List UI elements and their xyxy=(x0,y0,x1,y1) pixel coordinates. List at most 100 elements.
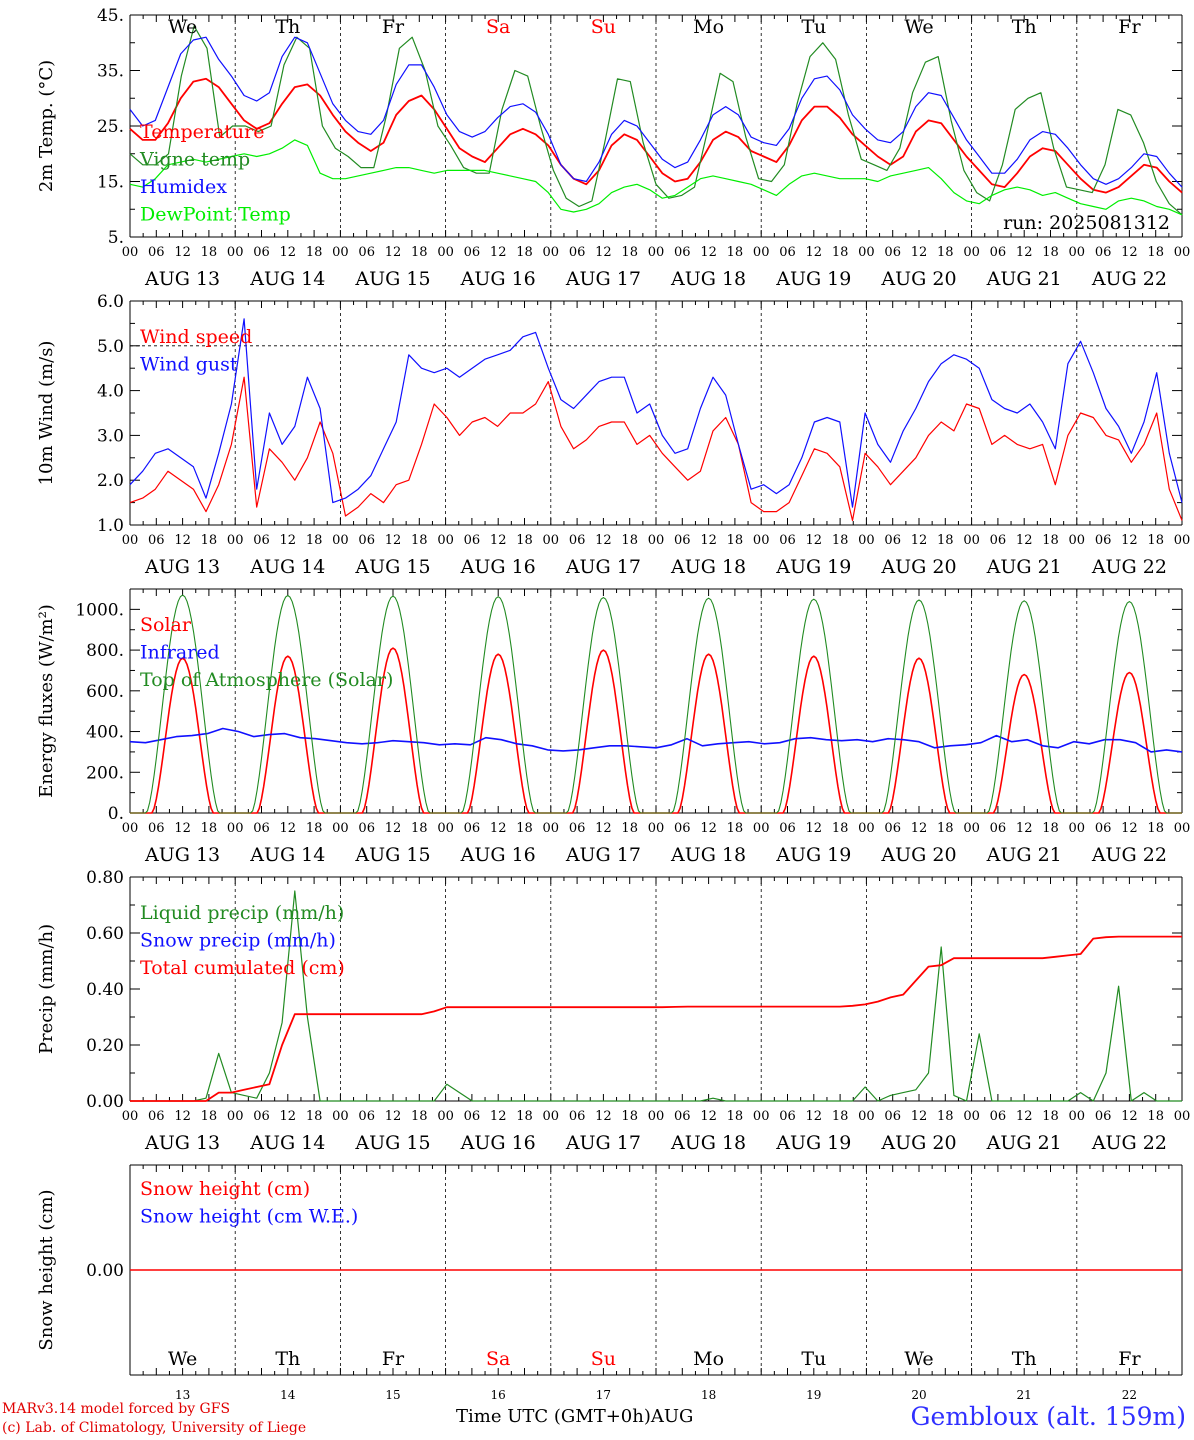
day-name-label: Tu xyxy=(801,16,826,38)
x-tick-label: 12 xyxy=(385,1109,402,1124)
x-tick-label: 18 xyxy=(937,245,954,260)
day-name-label: Th xyxy=(1012,16,1037,38)
x-tick-label: 00 xyxy=(648,1109,665,1124)
day-number-label: 17 xyxy=(596,1388,611,1402)
x-tick-label: 18 xyxy=(516,245,533,260)
legend-entry: Temperature xyxy=(140,121,264,143)
series-line xyxy=(129,727,1183,753)
x-tick-label: 18 xyxy=(937,1109,954,1124)
x-date-label: AUG 21 xyxy=(986,268,1062,290)
series-line xyxy=(129,376,1183,522)
x-date-label: AUG 18 xyxy=(670,1132,746,1154)
x-tick-label: 18 xyxy=(306,533,323,548)
series-line xyxy=(129,77,1183,194)
x-tick-label: 12 xyxy=(174,533,191,548)
x-tick-label: 12 xyxy=(1016,821,1033,836)
y-tick-label: 25. xyxy=(97,117,124,137)
x-tick-label: 12 xyxy=(700,533,717,548)
x-date-label: AUG 18 xyxy=(670,844,746,866)
x-tick-label: 18 xyxy=(1042,245,1059,260)
y-tick-label: 45. xyxy=(97,6,124,26)
x-date-label: AUG 21 xyxy=(986,1132,1062,1154)
day-number-label: 21 xyxy=(1017,1388,1032,1402)
day-name-label: Th xyxy=(275,16,300,38)
day-number-label: 13 xyxy=(175,1388,190,1402)
x-tick-label: 00 xyxy=(1069,821,1086,836)
x-date-label: AUG 18 xyxy=(670,268,746,290)
y-tick-label: 0.00 xyxy=(86,1092,124,1112)
x-tick-label: 06 xyxy=(990,821,1007,836)
x-tick-label: 00 xyxy=(332,1109,349,1124)
x-tick-label: 18 xyxy=(621,1109,638,1124)
x-tick-label: 12 xyxy=(174,1109,191,1124)
x-tick-label: 06 xyxy=(779,1109,796,1124)
x-date-label: AUG 17 xyxy=(565,268,641,290)
x-tick-label: 12 xyxy=(806,533,823,548)
x-tick-label: 06 xyxy=(464,1109,481,1124)
day-name-label: Su xyxy=(591,1348,616,1370)
x-tick-label: 18 xyxy=(1042,821,1059,836)
x-tick-label: 12 xyxy=(595,821,612,836)
x-tick-label: 00 xyxy=(963,821,980,836)
x-tick-label: 12 xyxy=(280,245,297,260)
x-date-label: AUG 14 xyxy=(249,268,325,290)
day-name-label: Fr xyxy=(1118,16,1141,38)
x-date-label: AUG 20 xyxy=(880,268,956,290)
x-tick-label: 18 xyxy=(306,245,323,260)
x-tick-label: 00 xyxy=(543,533,560,548)
day-number-label: 14 xyxy=(280,1388,296,1402)
x-tick-label: 18 xyxy=(201,1109,218,1124)
x-date-label: AUG 14 xyxy=(249,1132,325,1154)
x-date-label: AUG 22 xyxy=(1091,268,1167,290)
location-label: Gembloux (alt. 159m) xyxy=(910,1402,1186,1431)
x-tick-label: 06 xyxy=(358,533,375,548)
x-tick-label: 00 xyxy=(648,245,665,260)
x-tick-label: 06 xyxy=(674,1109,691,1124)
x-date-label: AUG 15 xyxy=(354,1132,430,1154)
x-date-label: AUG 21 xyxy=(986,844,1062,866)
x-date-label: AUG 15 xyxy=(354,556,430,578)
y-tick-label: 5.0 xyxy=(97,337,124,357)
x-tick-label: 00 xyxy=(963,1109,980,1124)
x-tick-label: 12 xyxy=(490,1109,507,1124)
y-tick-label: 400. xyxy=(86,723,124,743)
day-name-label: Fr xyxy=(1118,1348,1141,1370)
series-line xyxy=(129,25,1183,216)
y-tick-label: 0.40 xyxy=(86,980,124,1000)
x-tick-label: 06 xyxy=(884,821,901,836)
x-date-label: AUG 19 xyxy=(775,556,851,578)
x-tick-label: 18 xyxy=(832,533,849,548)
day-number-label: 19 xyxy=(806,1388,821,1402)
x-tick-label: 18 xyxy=(201,821,218,836)
x-tick-label: 18 xyxy=(937,821,954,836)
x-tick-label: 18 xyxy=(621,245,638,260)
x-date-label: AUG 16 xyxy=(460,1132,536,1154)
x-tick-label: 00 xyxy=(437,245,454,260)
day-name-label: Fr xyxy=(382,1348,405,1370)
x-tick-label: 00 xyxy=(543,821,560,836)
x-date-label: AUG 17 xyxy=(565,1132,641,1154)
x-tick-label: 18 xyxy=(832,821,849,836)
day-name-label: We xyxy=(168,16,197,38)
x-tick-label: 06 xyxy=(1095,821,1112,836)
y-tick-label: 0.20 xyxy=(86,1036,124,1056)
x-tick-label: 06 xyxy=(779,533,796,548)
series-line xyxy=(130,890,1182,1102)
legend-entry: Vigne temp xyxy=(139,149,250,171)
x-tick-label: 18 xyxy=(1147,1109,1164,1124)
x-tick-label: 00 xyxy=(227,821,244,836)
x-tick-label: 00 xyxy=(122,821,139,836)
y-tick-label: 4.0 xyxy=(97,382,124,402)
x-tick-label: 12 xyxy=(1121,821,1138,836)
y-tick-label: 1000. xyxy=(75,600,124,620)
x-tick-label: 00 xyxy=(122,245,139,260)
y-tick-label: 6.0 xyxy=(97,292,124,312)
x-tick-label: 12 xyxy=(1121,533,1138,548)
x-tick-label: 06 xyxy=(674,245,691,260)
y-axis-label: Energy fluxes (W/m²) xyxy=(36,604,57,798)
legend-entry: Liquid precip (mm/h) xyxy=(140,902,344,924)
x-tick-label: 06 xyxy=(990,533,1007,548)
x-date-label: AUG 17 xyxy=(565,556,641,578)
x-tick-label: 12 xyxy=(911,533,928,548)
x-tick-label: 00 xyxy=(753,245,770,260)
